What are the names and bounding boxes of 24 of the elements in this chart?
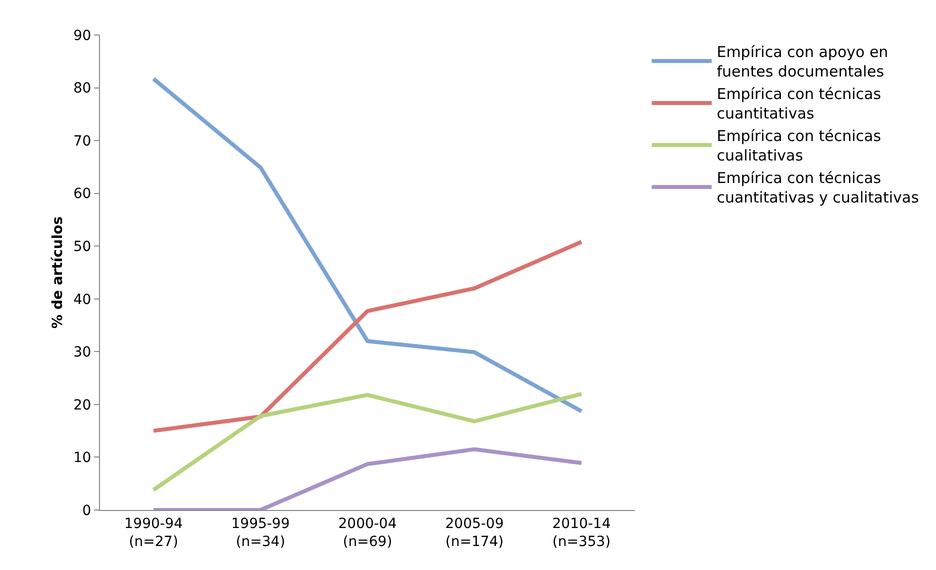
y-tick-label: 90 bbox=[73, 28, 92, 44]
y-tick-label: 60 bbox=[73, 186, 92, 202]
y-tick-label: 30 bbox=[73, 344, 92, 361]
y-tick-label: 20 bbox=[73, 397, 92, 414]
line-series bbox=[152, 76, 584, 414]
x-tick-label: 1990-94 (n=27) bbox=[124, 516, 183, 550]
line-series bbox=[152, 240, 584, 433]
line-series bbox=[152, 392, 584, 492]
y-axis-title: % de artículos bbox=[50, 216, 66, 329]
x-tick-label: 2000-04 (n=69) bbox=[338, 516, 397, 550]
y-tick-label: 50 bbox=[73, 239, 92, 256]
y-tick-label: 70 bbox=[73, 133, 92, 150]
legend-label: Empírica con apoyo en fuentes documentales bbox=[716, 43, 888, 81]
x-tick-label: 2010-14 (n=353) bbox=[552, 516, 611, 550]
y-tick-label: 40 bbox=[73, 292, 92, 308]
legend-label: Empírica con técnicas cuantitativas bbox=[716, 85, 882, 123]
legend-label: Empírica con técnicas cualitativas bbox=[716, 127, 882, 165]
x-tick-label: 1995-99 (n=34) bbox=[231, 516, 290, 550]
line-series bbox=[152, 447, 584, 510]
y-tick-label: 0 bbox=[82, 502, 92, 519]
x-tick-label: 2005-09 (n=174) bbox=[445, 516, 504, 550]
y-tick-label: 80 bbox=[73, 80, 92, 97]
legend-label: Empírica con técnicas cuantitativas y cualitativas bbox=[716, 169, 920, 207]
y-tick-label: 10 bbox=[73, 450, 92, 466]
